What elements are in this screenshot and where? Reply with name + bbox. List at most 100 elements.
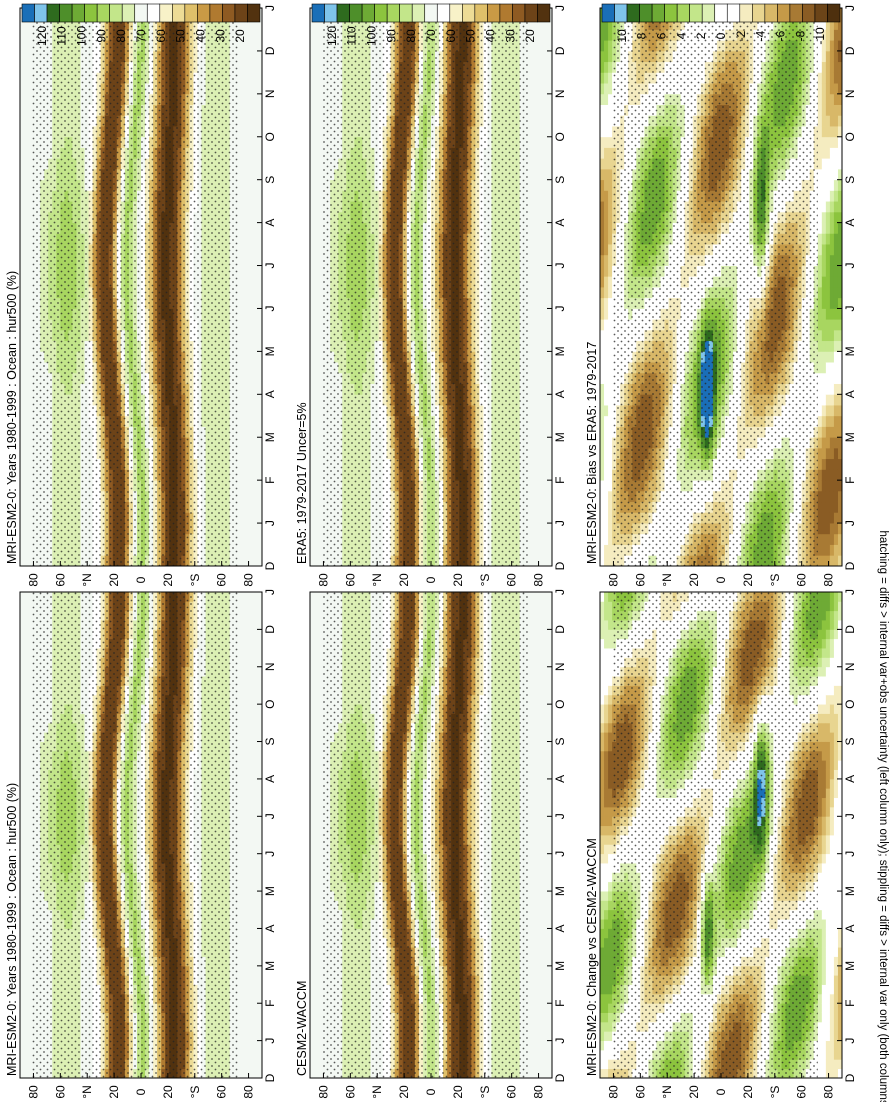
colorbar-swatch — [172, 3, 186, 23]
heatmap-cell — [24, 533, 29, 545]
heatmap-cell — [20, 778, 25, 789]
heatmap-cell — [20, 592, 25, 602]
heatmap-cell — [249, 415, 255, 427]
heatmap-cell — [24, 372, 29, 384]
heatmap-cell — [24, 265, 29, 277]
heatmap-cell — [20, 201, 25, 213]
heatmap-cell — [237, 190, 243, 202]
heatmap-cell — [241, 523, 247, 535]
heatmap-cell — [245, 147, 251, 159]
y-tick-label: 80 — [242, 573, 256, 587]
heatmap-cell — [24, 891, 29, 901]
heatmap-cell — [237, 168, 243, 181]
heatmap-cell — [28, 555, 33, 567]
heatmap-cell — [253, 297, 259, 309]
heatmap-cell — [24, 993, 29, 1004]
heatmap-cell — [28, 115, 33, 127]
heatmap-cell — [28, 1031, 33, 1042]
heatmap-cell — [20, 83, 25, 95]
heatmap-cell — [20, 704, 25, 714]
heatmap-cell — [28, 158, 33, 170]
heatmap-cell — [253, 190, 259, 202]
heatmap-cell — [253, 383, 259, 395]
heatmap-cell — [28, 50, 33, 63]
heatmap-cell — [245, 297, 251, 309]
heatmap-cell — [20, 72, 25, 84]
heatmap-cell — [245, 501, 251, 513]
heatmap-cell — [20, 900, 25, 911]
heatmap-cell — [241, 190, 247, 202]
heatmap-cell — [237, 437, 243, 449]
heatmap-cell — [253, 93, 259, 105]
heatmap-cell — [28, 713, 33, 724]
heatmap-cell — [20, 909, 25, 920]
heatmap-cell — [24, 685, 29, 696]
heatmap-cell — [20, 620, 25, 630]
heatmap-cell — [245, 158, 251, 170]
heatmap-cell — [24, 201, 29, 213]
heatmap-cell — [24, 835, 29, 845]
x-tick-label: O — [263, 132, 277, 141]
heatmap-cell — [28, 732, 33, 742]
heatmap-cell — [28, 1021, 33, 1032]
heatmap-cell — [24, 222, 29, 234]
heatmap-cell — [249, 93, 255, 105]
heatmap-cell — [20, 501, 25, 513]
x-tick-label: S — [263, 176, 277, 184]
heatmap-cell — [28, 1059, 33, 1070]
colorbar-tick-label: 80 — [114, 29, 128, 43]
heatmap-cell — [20, 254, 25, 266]
heatmap-cell — [20, 1031, 25, 1042]
heatmap-cell — [24, 900, 29, 911]
heatmap-cell — [249, 437, 255, 449]
heatmap-cell — [237, 276, 243, 288]
heatmap-cell — [241, 383, 247, 395]
heatmap-cell — [241, 222, 247, 234]
heatmap-cell — [249, 29, 255, 41]
heatmap-cell — [24, 657, 29, 668]
heatmap-cell — [241, 351, 247, 363]
heatmap-cell — [20, 816, 25, 827]
panel-title: MRI-ESM2-0: Years 1980-1999 : Ocean : hu… — [5, 271, 19, 564]
heatmap-cell — [20, 769, 25, 780]
colorbar-tick-label: 50 — [174, 29, 188, 43]
heatmap-cell — [24, 928, 29, 939]
heatmap-cell — [241, 469, 247, 481]
heatmap-cell — [28, 722, 33, 733]
heatmap-cell — [20, 891, 25, 901]
heatmap-cell — [28, 136, 33, 148]
heatmap-cell — [245, 83, 251, 95]
heatmap-cell — [241, 362, 247, 374]
heatmap-cell — [241, 50, 247, 63]
heatmap-cell — [253, 211, 259, 224]
heatmap-cell — [253, 362, 259, 374]
heatmap-cell — [20, 233, 25, 245]
heatmap-cell — [28, 211, 33, 224]
heatmap-cell — [241, 372, 247, 384]
heatmap-cell — [245, 168, 251, 181]
heatmap-cell — [249, 480, 255, 492]
heatmap-cell — [24, 383, 29, 395]
heatmap-cell — [24, 778, 29, 789]
heatmap-cell — [237, 254, 243, 266]
heatmap-cell — [253, 523, 259, 535]
heatmap-cell — [237, 426, 243, 438]
heatmap-cell — [24, 544, 29, 556]
heatmap-cell — [24, 72, 29, 84]
heatmap-cell — [253, 158, 259, 170]
heatmap-cell — [237, 308, 243, 320]
heatmap-cell — [28, 1012, 33, 1023]
heatmap-cell — [20, 797, 25, 808]
colorbar-tick-label: 40 — [194, 29, 208, 43]
heatmap-cell — [24, 676, 29, 686]
heatmap-cell — [20, 415, 25, 427]
heatmap-cell — [237, 93, 243, 105]
heatmap-cell — [28, 806, 33, 817]
heatmap-cell — [20, 179, 25, 191]
heatmap-cell — [20, 993, 25, 1004]
heatmap-cell — [28, 351, 33, 363]
heatmap-cell — [237, 61, 243, 73]
heatmap-cell — [24, 750, 29, 761]
x-tick-label: J — [263, 5, 277, 11]
heatmap-cell — [245, 233, 251, 245]
